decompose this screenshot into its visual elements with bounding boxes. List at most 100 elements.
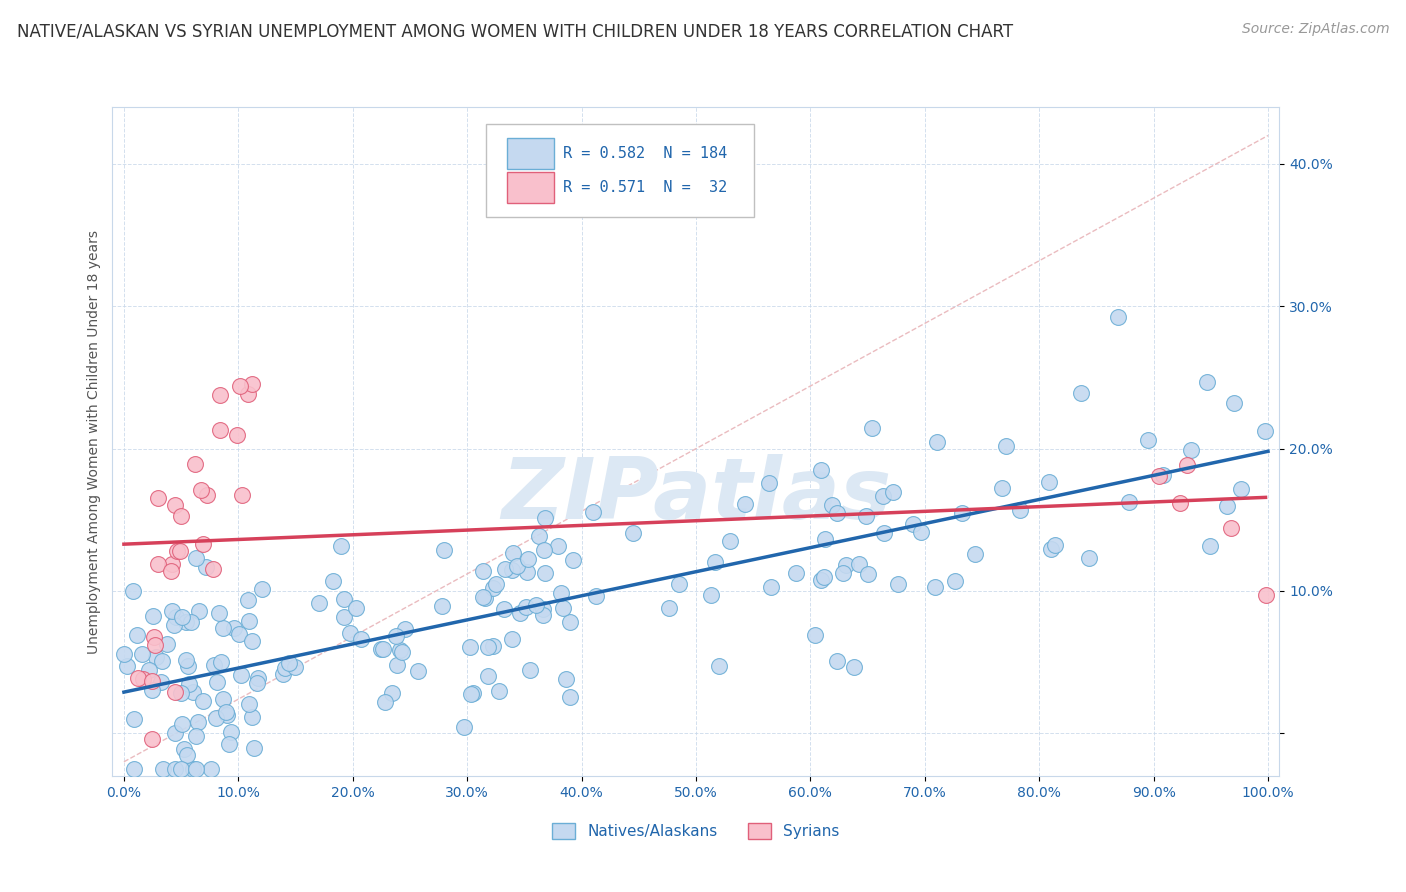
Point	[1070, 385, 1092, 400]
Point	[274, 660, 297, 674]
Point	[277, 657, 299, 671]
Point	[370, 642, 392, 657]
Point	[184, 762, 207, 776]
Point	[1078, 550, 1101, 565]
Point	[238, 387, 260, 401]
Point	[142, 608, 165, 623]
Point	[481, 581, 503, 595]
Point	[124, 712, 146, 726]
Point	[149, 675, 172, 690]
Point	[1107, 310, 1129, 325]
Point	[1175, 458, 1198, 472]
Point	[519, 663, 541, 677]
Point	[506, 558, 529, 573]
Point	[165, 685, 187, 699]
Point	[391, 645, 413, 659]
Point	[184, 551, 207, 566]
Point	[887, 576, 910, 591]
Point	[903, 517, 925, 532]
Point	[250, 582, 273, 596]
Text: R = 0.571  N =  32: R = 0.571 N = 32	[562, 180, 727, 194]
Point	[860, 421, 883, 435]
Point	[1038, 475, 1060, 490]
Point	[212, 692, 235, 706]
Point	[533, 543, 555, 558]
Legend: Natives/Alaskans, Syrians: Natives/Alaskans, Syrians	[546, 817, 846, 846]
Point	[516, 565, 538, 579]
Point	[245, 676, 267, 690]
Point	[821, 498, 844, 512]
Point	[225, 428, 247, 442]
Point	[156, 637, 179, 651]
Point	[141, 731, 163, 746]
Point	[208, 606, 231, 620]
Point	[146, 558, 169, 572]
FancyBboxPatch shape	[486, 124, 755, 218]
Point	[240, 634, 263, 648]
Point	[858, 567, 880, 582]
Point	[284, 660, 307, 674]
Point	[169, 544, 191, 558]
Point	[460, 687, 482, 701]
Point	[1136, 433, 1159, 447]
Point	[138, 663, 160, 677]
Point	[165, 610, 187, 624]
Point	[179, 677, 201, 691]
Point	[873, 526, 896, 541]
Point	[131, 647, 153, 661]
Point	[1010, 502, 1032, 516]
Point	[184, 457, 207, 471]
Point	[330, 539, 353, 553]
Point	[585, 589, 607, 603]
Point	[707, 658, 730, 673]
Point	[810, 574, 832, 588]
Point	[150, 654, 173, 668]
Point	[472, 564, 495, 578]
Point	[205, 675, 228, 690]
Point	[1198, 539, 1220, 553]
Point	[339, 625, 361, 640]
Point	[184, 730, 207, 744]
Point	[333, 592, 356, 607]
Point	[734, 497, 756, 511]
Point	[273, 667, 295, 681]
Text: R = 0.582  N = 184: R = 0.582 N = 184	[562, 145, 727, 161]
Point	[482, 640, 505, 654]
Point	[132, 672, 155, 686]
Point	[143, 638, 166, 652]
Point	[180, 615, 202, 629]
Point	[1254, 588, 1277, 602]
Point	[141, 674, 163, 689]
Point	[228, 627, 250, 641]
Point	[163, 618, 186, 632]
Point	[122, 762, 145, 776]
Point	[200, 762, 222, 776]
Point	[181, 762, 204, 776]
Point	[163, 762, 186, 776]
Point	[477, 640, 499, 654]
Point	[485, 577, 508, 591]
Point	[658, 600, 681, 615]
Point	[202, 657, 225, 672]
Point	[910, 524, 932, 539]
Point	[195, 488, 218, 502]
Text: NATIVE/ALASKAN VS SYRIAN UNEMPLOYMENT AMONG WOMEN WITH CHILDREN UNDER 18 YEARS C: NATIVE/ALASKAN VS SYRIAN UNEMPLOYMENT AM…	[17, 22, 1012, 40]
Point	[148, 491, 170, 505]
Point	[195, 560, 218, 574]
Point	[1039, 541, 1062, 556]
Point	[813, 570, 835, 584]
Point	[994, 439, 1017, 453]
Point	[558, 615, 581, 629]
Point	[238, 614, 260, 628]
Point	[471, 590, 494, 604]
Point	[177, 659, 200, 673]
Point	[1168, 496, 1191, 510]
Point	[201, 561, 224, 575]
Point	[242, 377, 264, 392]
Point	[172, 717, 194, 731]
Point	[950, 506, 973, 520]
Point	[927, 434, 949, 449]
Point	[188, 604, 211, 618]
Point	[551, 600, 574, 615]
Point	[842, 660, 865, 674]
